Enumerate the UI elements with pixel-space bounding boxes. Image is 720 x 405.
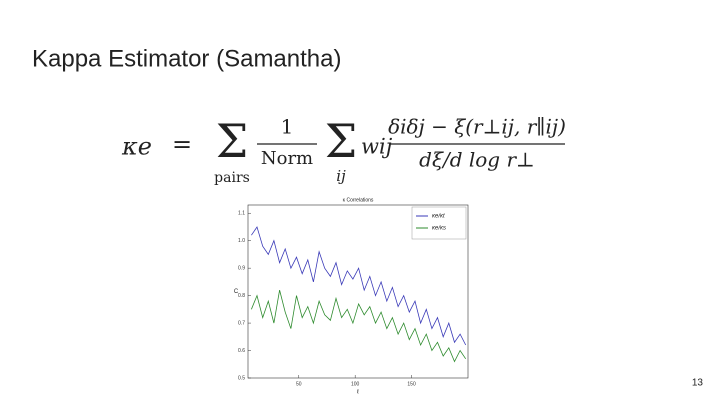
formula-sum: Σ — [325, 114, 358, 168]
series-line — [251, 226, 467, 346]
x-tick-label: 100 — [351, 381, 360, 387]
formula-den: dξ/d log r⊥ — [419, 148, 535, 172]
y-tick-label: 0.5 — [238, 375, 245, 381]
chart-title: κ Correlations — [343, 197, 374, 203]
y-axis-label: C — [234, 289, 239, 295]
frame — [247, 204, 469, 379]
formula-den: Norm — [261, 148, 313, 169]
page-number: 13 — [692, 378, 704, 389]
chart: κ Correlations ℓ C 1.1 1.0 0.9 0.8 0.7 0.6 0.5 50 1… — [230, 195, 475, 396]
x-tick-label: 50 — [296, 381, 302, 387]
y-tick-label: 0.8 — [238, 293, 245, 299]
slide-title: Kappa Estimator (Samantha) — [32, 45, 341, 72]
formula-weight: wij — [361, 135, 393, 159]
y-tick-label: 0.6 — [238, 348, 245, 354]
y-tick-label: 1.1 — [238, 211, 245, 217]
formula-sum-sub: pairs — [214, 170, 250, 186]
formula: κe = Σ pairs 1 Norm Σ ij wij δiδj − ξ(r⊥… — [121, 114, 566, 186]
formula-sum: Σ — [216, 114, 249, 168]
formula-sum-sub: ij — [336, 167, 346, 185]
formula-num: 1 — [281, 115, 294, 139]
formula-lhs: κe — [121, 133, 152, 161]
formula-equals: = — [172, 131, 192, 159]
legend-label: κe/κs — [432, 226, 446, 232]
y-tick-label: 0.7 — [238, 320, 245, 326]
series-line — [251, 290, 467, 363]
x-axis-label: ℓ — [357, 389, 359, 396]
formula-num: δiδj − ξ(r⊥ij, r∥ij) — [388, 115, 566, 139]
legend-box — [411, 206, 467, 240]
legend-label: κe/κt — [432, 214, 445, 220]
x-tick-label: 150 — [407, 381, 416, 387]
y-tick-label: 0.9 — [238, 265, 245, 271]
y-tick-label: 1.0 — [238, 238, 245, 244]
